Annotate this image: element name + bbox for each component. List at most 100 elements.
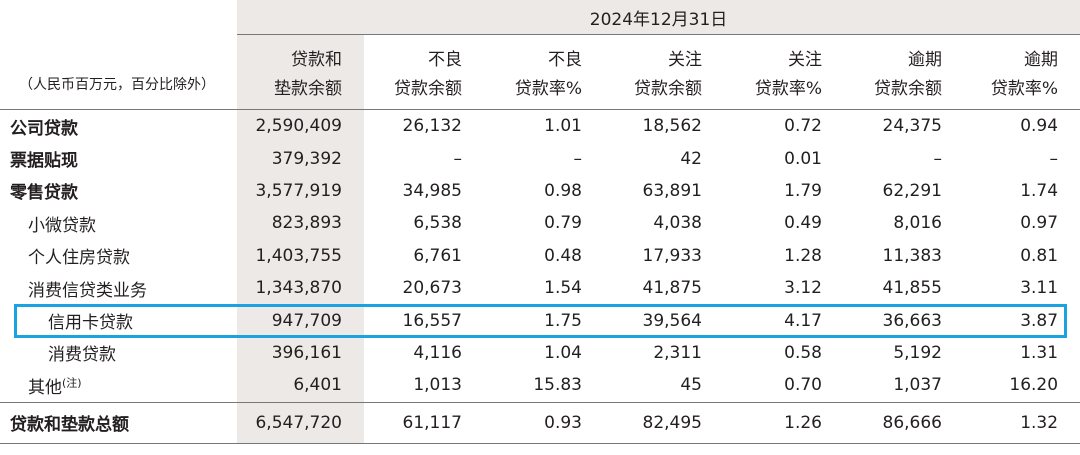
cell: –	[453, 148, 463, 169]
total-row: 贷款和垫款总额 6,547,720 61,117 0.93 82,495 1.2…	[0, 401, 1080, 444]
cell: 0.94	[964, 109, 1080, 143]
cell: 4,116	[413, 342, 462, 363]
cell: 42	[680, 148, 702, 169]
total-cell: 1.26	[724, 401, 844, 444]
loan-quality-table: 2024年12月31日 贷款和 不良 不良 关注 关注 逾期 逾期 （人民币百万…	[0, 0, 1080, 444]
table-row: 票据贴现 379,392 – – 42 0.01 – –	[0, 142, 1080, 175]
total-cell: 6,547,720	[237, 401, 364, 444]
cell: 17,933	[642, 245, 702, 266]
total-cell: 86,666	[844, 401, 964, 444]
row-label-text: 其他	[28, 377, 62, 398]
col-header-1-line1: 贷款和	[237, 34, 364, 72]
cell: 34,985	[402, 180, 462, 201]
footnote-mark: (注)	[62, 376, 82, 390]
row-label: 小微贷款	[28, 215, 96, 236]
cell: 39,564	[642, 310, 702, 331]
date-header-row: 2024年12月31日	[0, 0, 1080, 35]
cell: 16,557	[402, 310, 462, 331]
cell: –	[933, 148, 943, 169]
table-row: 其他(注) 6,401 1,013 15.83 45 0.70 1,037 16…	[0, 369, 1080, 403]
cell: 41,855	[882, 278, 942, 299]
col-header-1-line2: 垫款余额	[237, 72, 364, 110]
row-label: 零售贷款	[10, 183, 78, 204]
total-label: 贷款和垫款总额	[0, 401, 237, 444]
row-label: 其他(注)	[0, 369, 237, 402]
cell: 0.72	[724, 109, 844, 143]
col-header-5-line2: 贷款率%	[754, 79, 822, 99]
cell: 0.58	[784, 342, 822, 363]
cell: 16.20	[1009, 375, 1059, 396]
cell: 0.49	[784, 213, 822, 234]
cell: 3.12	[784, 278, 822, 299]
cell: 1.01	[484, 109, 604, 143]
cell: 11,383	[882, 245, 942, 266]
cell: 0.79	[544, 213, 582, 234]
table-row: 零售贷款 3,577,919 34,985 0.98 63,891 1.79 6…	[0, 174, 1080, 208]
cell: 0.81	[1020, 245, 1059, 266]
unit-note: （人民币百万元，百分比除外）	[19, 77, 215, 93]
table-row: 小微贷款 823,893 6,538 0.79 4,038 0.49 8,016…	[0, 207, 1080, 240]
table-row: 个人住房贷款 1,403,755 6,761 0.48 17,933 1.28 …	[0, 239, 1080, 272]
cell: 1.79	[784, 180, 822, 201]
cell: 1,343,870	[237, 271, 364, 305]
cell: 6,401	[237, 369, 364, 403]
cell: 5,192	[893, 342, 942, 363]
cell: 63,891	[642, 180, 702, 201]
row-label: 消费贷款	[48, 345, 116, 366]
col-header-6-line1: 逾期	[908, 50, 942, 70]
col-header-7-line2: 贷款率%	[990, 79, 1059, 99]
row-label: 票据贴现	[10, 151, 78, 172]
total-cell: 0.93	[484, 401, 604, 444]
cell: 823,893	[237, 207, 364, 240]
column-header-row-2: （人民币百万元，百分比除外） 垫款余额 贷款余额 贷款率% 贷款余额 贷款率% …	[0, 72, 1080, 110]
col-header-5-line1: 关注	[788, 50, 822, 70]
cell: 1,037	[893, 375, 942, 396]
total-cell: 61,117	[364, 401, 484, 444]
cell: 0.70	[784, 375, 822, 396]
cell: 1.75	[544, 310, 582, 331]
cell: 3,577,919	[237, 174, 364, 208]
cell: 379,392	[237, 142, 364, 175]
col-header-7-line1: 逾期	[1024, 50, 1059, 70]
cell: 1,013	[413, 375, 462, 396]
cell: 1.74	[1020, 180, 1059, 201]
cell: 0.97	[1020, 213, 1059, 234]
column-header-row-1: 贷款和 不良 不良 关注 关注 逾期 逾期	[0, 34, 1080, 72]
cell: 0.01	[784, 148, 822, 169]
cell: 0.98	[544, 180, 582, 201]
row-label: 信用卡贷款	[48, 313, 133, 334]
cell: 1.04	[544, 342, 582, 363]
row-label: 个人住房贷款	[28, 248, 130, 269]
cell: 15.83	[533, 375, 582, 396]
table-row: 消费信贷类业务 1,343,870 20,673 1.54 41,875 3.1…	[0, 271, 1080, 305]
date-header: 2024年12月31日	[237, 0, 1080, 35]
table-row: 消费贷款 396,161 4,116 1.04 2,311 0.58 5,192…	[0, 336, 1080, 370]
col-header-4-line1: 关注	[668, 50, 702, 70]
cell: 6,538	[413, 213, 462, 234]
cell: 947,709	[237, 304, 364, 337]
cell: 0.48	[544, 245, 582, 266]
col-header-2-line1: 不良	[428, 50, 462, 70]
col-header-6-line2: 贷款余额	[874, 79, 942, 99]
cell: 8,016	[893, 213, 942, 234]
cell: 45	[680, 375, 702, 396]
cell: 36,663	[882, 310, 942, 331]
total-cell: 1.32	[964, 401, 1080, 444]
cell: 1,403,755	[237, 239, 364, 272]
cell: 4.17	[784, 310, 822, 331]
cell: 3.87	[1020, 310, 1059, 331]
cell: 20,673	[402, 278, 462, 299]
cell: –	[573, 148, 583, 169]
cell: 1.28	[784, 245, 822, 266]
cell: 1.31	[1020, 342, 1059, 363]
cell: 62,291	[882, 180, 942, 201]
cell: 2,590,409	[237, 109, 364, 143]
table-row: 公司贷款 2,590,409 26,132 1.01 18,562 0.72 2…	[0, 109, 1080, 143]
cell: 6,761	[413, 245, 462, 266]
row-label: 公司贷款	[0, 109, 237, 143]
cell: 26,132	[364, 109, 484, 143]
cell: 24,375	[844, 109, 964, 143]
cell: 1.54	[544, 278, 582, 299]
cell: 4,038	[653, 213, 702, 234]
